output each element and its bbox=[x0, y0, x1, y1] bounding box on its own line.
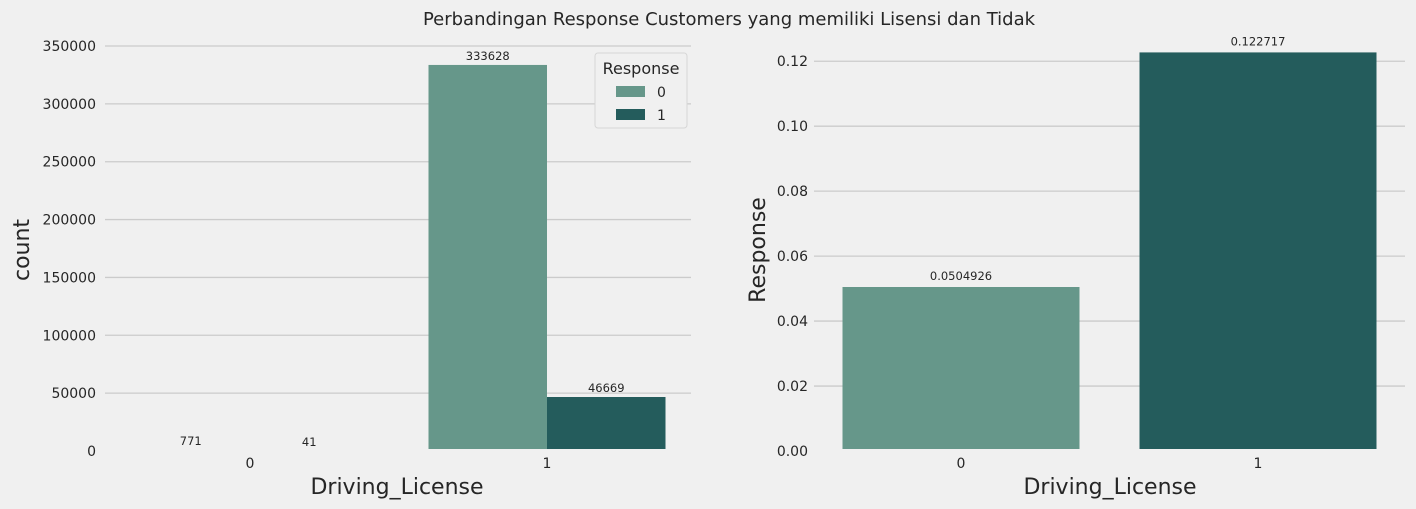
response-chart-y-tick-label: 0.04 bbox=[777, 314, 808, 330]
count-chart-y-tick-label: 100000 bbox=[43, 328, 96, 344]
response-bar-license-0 bbox=[842, 287, 1080, 449]
response-chart-y-tick-label: 0.10 bbox=[777, 119, 808, 135]
count-bar-license-1-response-0 bbox=[428, 64, 547, 450]
count-bar-label: 771 bbox=[180, 434, 202, 448]
response-chart-y-ticks: 0.00 0.02 0.04 0.06 0.08 0.10 0.12 bbox=[777, 54, 808, 460]
response-chart-bar-labels: 0.0504926 0.122717 bbox=[930, 34, 1286, 283]
legend-swatch-0 bbox=[616, 86, 645, 97]
legend-label-0: 0 bbox=[657, 85, 666, 101]
count-chart-xlabel: Driving_License bbox=[310, 475, 483, 500]
count-chart-bar-labels: 771 41 333628 46669 bbox=[180, 49, 625, 449]
response-bar-label: 0.0504926 bbox=[930, 269, 992, 283]
figure-suptitle: Perbandingan Response Customers yang mem… bbox=[423, 9, 1036, 30]
response-chart-y-tick-label: 0.12 bbox=[777, 54, 808, 70]
response-chart-x-tick-label: 0 bbox=[957, 456, 966, 472]
count-bar-license-1-response-1 bbox=[547, 396, 666, 449]
response-chart-ylabel: Response bbox=[746, 197, 771, 303]
legend-title: Response bbox=[603, 59, 680, 78]
count-chart-y-tick-label: 50000 bbox=[51, 386, 96, 402]
count-chart-ylabel: count bbox=[10, 219, 35, 281]
count-chart-y-tick-label: 150000 bbox=[43, 270, 96, 286]
count-chart-y-tick-label: 300000 bbox=[43, 97, 96, 113]
response-bar-license-1 bbox=[1139, 52, 1377, 449]
count-bar-label: 333628 bbox=[466, 49, 510, 63]
count-bar-label: 46669 bbox=[588, 381, 625, 395]
response-chart-y-tick-label: 0.06 bbox=[777, 249, 808, 265]
response-chart-y-tick-label: 0.08 bbox=[777, 184, 808, 200]
count-chart-x-tick-label: 1 bbox=[543, 456, 552, 472]
count-chart-grid bbox=[105, 45, 691, 394]
response-chart-bars bbox=[842, 52, 1377, 449]
count-chart-x-tick-label: 0 bbox=[246, 456, 255, 472]
legend-label-1: 1 bbox=[657, 108, 666, 124]
count-bar-label: 41 bbox=[302, 435, 317, 449]
response-chart-y-tick-label: 0.02 bbox=[777, 379, 808, 395]
response-bar-label: 0.122717 bbox=[1231, 34, 1286, 48]
count-chart-y-tick-label: 0 bbox=[87, 444, 96, 460]
count-chart-y-tick-label: 250000 bbox=[43, 155, 96, 171]
count-chart-y-tick-label: 350000 bbox=[43, 39, 96, 55]
count-chart: 0 50000 100000 150000 200000 250000 300000 3500… bbox=[10, 39, 691, 500]
response-chart-x-tick-label: 1 bbox=[1254, 456, 1263, 472]
response-chart: 0.000.020.040.060.080.100.12 0.05049260.… bbox=[746, 34, 1405, 500]
legend: Response 0 1 bbox=[594, 52, 688, 129]
count-chart-y-tick-label: 200000 bbox=[43, 213, 96, 229]
count-chart-y-ticks: 0 50000 100000 150000 200000 250000 300000 3500… bbox=[43, 39, 96, 460]
response-chart-xlabel: Driving_License bbox=[1023, 475, 1196, 500]
legend-swatch-1 bbox=[616, 109, 645, 120]
response-chart-y-tick-label: 0.00 bbox=[777, 444, 808, 460]
count-chart-bars bbox=[428, 64, 666, 450]
